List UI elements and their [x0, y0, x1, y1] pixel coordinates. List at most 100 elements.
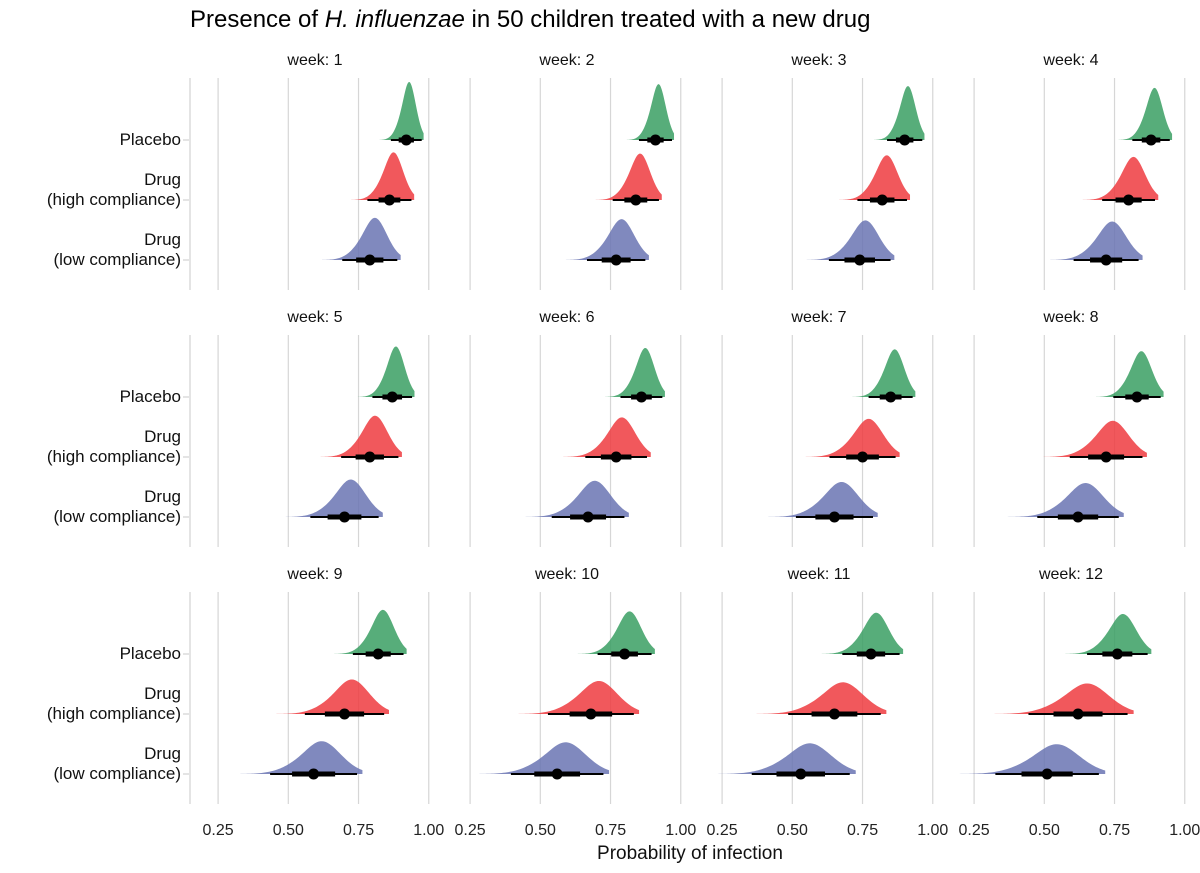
density-low [238, 741, 363, 774]
density-low [565, 219, 649, 260]
x-tick-label: 1.00 [1169, 822, 1200, 839]
density-high [275, 679, 389, 714]
density-placebo [821, 612, 904, 654]
density-placebo [357, 346, 415, 397]
median-point-placebo [899, 134, 911, 146]
median-point-placebo [386, 391, 398, 403]
x-tick-label: 1.00 [665, 822, 696, 839]
median-point-placebo [649, 134, 661, 146]
x-tick-label: 0.50 [777, 822, 808, 839]
density-placebo [334, 609, 407, 654]
median-point-low [610, 254, 622, 266]
y-label-placebo: Placebo [120, 130, 181, 149]
y-label-high: Drug [144, 427, 181, 446]
density-low [715, 743, 856, 774]
y-label-low: Drug [144, 230, 181, 249]
y-label-placebo: Placebo [120, 644, 181, 663]
facet-label: week: 4 [1042, 52, 1098, 69]
density-low [476, 742, 610, 774]
density-low [1007, 483, 1124, 517]
median-point-low [854, 254, 866, 266]
y-label-high: Drug [144, 684, 181, 703]
x-tick-label: 0.50 [525, 822, 556, 839]
y-label-placebo: Placebo [120, 387, 181, 406]
y-label-low: (low compliance) [53, 764, 181, 783]
x-tick-label: 0.25 [707, 822, 738, 839]
chart-title-prefix: Presence of [190, 6, 325, 33]
median-point-high [610, 451, 622, 463]
facet-label: week: 6 [538, 309, 594, 326]
facet-label: week: 7 [790, 309, 846, 326]
x-tick-label: 0.50 [1029, 822, 1060, 839]
density-high [1082, 156, 1159, 200]
y-label-low: Drug [144, 487, 181, 506]
density-placebo [1064, 613, 1152, 654]
median-point-placebo [635, 391, 647, 403]
median-point-high [1100, 451, 1112, 463]
median-point-high [630, 194, 642, 206]
density-high [754, 682, 887, 714]
y-label-high: (high compliance) [47, 704, 181, 723]
median-point-placebo [1111, 648, 1123, 660]
facet-label: week: 3 [790, 52, 846, 69]
facet-label: week: 5 [286, 309, 342, 326]
density-low [1049, 221, 1143, 260]
median-point-placebo [885, 391, 897, 403]
density-high [516, 680, 640, 714]
chart-title-suffix: in 50 children treated with a new drug [464, 6, 871, 33]
median-point-high [383, 194, 395, 206]
density-placebo [852, 349, 916, 397]
density-low [285, 479, 383, 517]
median-point-placebo [619, 648, 631, 660]
median-point-low [551, 768, 563, 780]
x-tick-label: 0.75 [847, 822, 878, 839]
density-high [351, 152, 415, 200]
facet-label: week: 8 [1042, 309, 1098, 326]
median-point-low [308, 768, 320, 780]
median-point-high [1072, 708, 1084, 720]
density-high [1043, 420, 1147, 457]
y-label-high: (high compliance) [47, 190, 181, 209]
density-low [767, 481, 878, 517]
median-point-placebo [865, 648, 877, 660]
density-placebo [626, 84, 675, 140]
median-point-low [338, 511, 350, 523]
x-tick-label: 1.00 [413, 822, 444, 839]
median-point-placebo [1131, 391, 1143, 403]
median-point-low [828, 511, 840, 523]
facet-label: week: 9 [286, 566, 342, 583]
median-point-low [1072, 511, 1084, 523]
density-placebo [577, 611, 655, 654]
facet-label: week: 12 [1038, 566, 1103, 583]
density-placebo [1095, 351, 1164, 397]
density-high [320, 415, 402, 457]
median-point-high [364, 451, 376, 463]
median-point-low [1041, 768, 1053, 780]
density-placebo [874, 86, 925, 140]
x-tick-label: 0.25 [959, 822, 990, 839]
median-point-low [795, 768, 807, 780]
x-tick-label: 0.75 [343, 822, 374, 839]
density-placebo [379, 82, 424, 140]
y-label-low: Drug [144, 744, 181, 763]
x-tick-label: 0.75 [1099, 822, 1130, 839]
median-point-low [1100, 254, 1112, 266]
facet-label: week: 1 [286, 52, 342, 69]
median-point-placebo [372, 648, 384, 660]
density-low [806, 220, 895, 260]
facet-label: week: 2 [538, 52, 594, 69]
density-low [525, 480, 629, 517]
y-label-high: Drug [144, 170, 181, 189]
density-high [839, 155, 911, 200]
median-point-high [857, 451, 869, 463]
density-high [595, 153, 662, 200]
median-point-high [338, 708, 350, 720]
facet-label: week: 10 [534, 566, 599, 583]
facet-label: week: 11 [787, 566, 851, 583]
density-high [562, 417, 651, 457]
median-point-placebo [400, 134, 412, 146]
density-high [805, 418, 900, 457]
median-point-high [876, 194, 888, 206]
median-point-high [828, 708, 840, 720]
